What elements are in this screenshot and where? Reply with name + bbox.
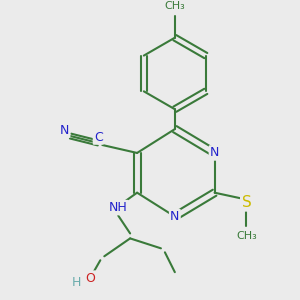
Text: N: N: [210, 146, 219, 159]
Text: N: N: [60, 124, 69, 136]
Text: C: C: [94, 130, 103, 143]
Text: NH: NH: [109, 201, 128, 214]
Text: H: H: [72, 276, 81, 289]
Text: O: O: [85, 272, 95, 285]
Text: N: N: [170, 210, 179, 223]
Text: S: S: [242, 195, 251, 210]
Text: CH₃: CH₃: [164, 1, 185, 11]
Text: CH₃: CH₃: [236, 231, 257, 242]
